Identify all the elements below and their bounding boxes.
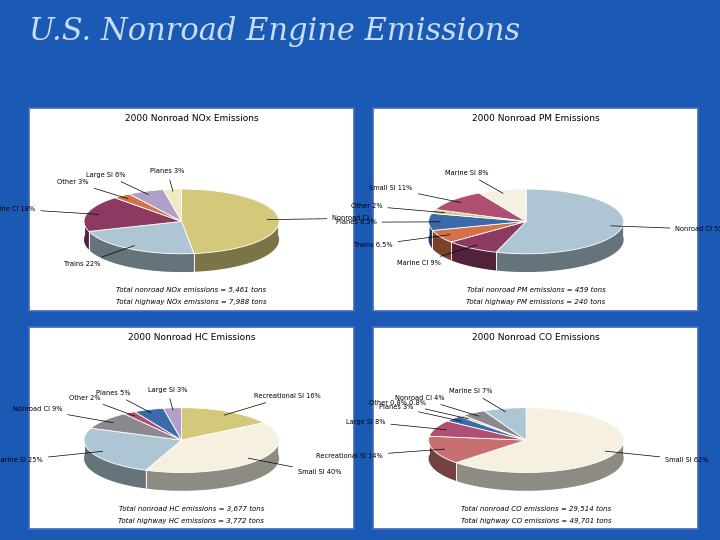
Polygon shape	[464, 411, 526, 440]
Text: Marine CI 18%: Marine CI 18%	[0, 206, 99, 214]
Text: 2000 Nonroad HC Emissions: 2000 Nonroad HC Emissions	[127, 333, 255, 342]
Polygon shape	[451, 221, 526, 252]
Polygon shape	[84, 436, 145, 489]
Text: Large SI 8%: Large SI 8%	[346, 418, 446, 430]
Text: Small SI 40%: Small SI 40%	[248, 458, 341, 475]
Text: 2000 Nonroad CO Emissions: 2000 Nonroad CO Emissions	[472, 333, 600, 342]
Text: Planes 3%: Planes 3%	[379, 404, 462, 421]
Text: Nonroad CI 48%: Nonroad CI 48%	[267, 215, 387, 221]
Text: Total nonroad HC emissions = 3,677 tons: Total nonroad HC emissions = 3,677 tons	[119, 506, 264, 512]
Text: Recreational SI 16%: Recreational SI 16%	[224, 393, 321, 415]
Polygon shape	[181, 189, 279, 254]
Polygon shape	[194, 217, 279, 272]
Polygon shape	[496, 189, 624, 254]
Text: Large SI 6%: Large SI 6%	[86, 172, 148, 194]
Polygon shape	[479, 189, 526, 221]
Polygon shape	[428, 436, 526, 463]
Ellipse shape	[84, 426, 279, 491]
Polygon shape	[130, 190, 181, 221]
Text: Large SI 3%: Large SI 3%	[148, 387, 187, 410]
Text: Planes 5%: Planes 5%	[96, 390, 151, 413]
Text: Planes 3%: Planes 3%	[150, 168, 184, 191]
Text: Total highway PM emissions = 240 tons: Total highway PM emissions = 240 tons	[467, 299, 606, 306]
Text: Total nonroad CO emissions = 29,514 tons: Total nonroad CO emissions = 29,514 tons	[461, 506, 611, 512]
Polygon shape	[89, 221, 194, 254]
Text: Total highway CO emissions = 49,701 tons: Total highway CO emissions = 49,701 tons	[461, 518, 611, 524]
Text: U.S. Nonroad Engine Emissions: U.S. Nonroad Engine Emissions	[29, 16, 520, 47]
Text: Total nonroad NOx emissions = 5,461 tons: Total nonroad NOx emissions = 5,461 tons	[116, 287, 266, 293]
Text: Marine SI 25%: Marine SI 25%	[0, 451, 103, 463]
Polygon shape	[114, 194, 181, 221]
Polygon shape	[484, 408, 526, 440]
Text: Marine CI 9%: Marine CI 9%	[397, 245, 477, 266]
Text: Marine SI 7%: Marine SI 7%	[449, 388, 505, 412]
Polygon shape	[433, 221, 526, 242]
Text: Nonroad CI 55%: Nonroad CI 55%	[611, 226, 720, 232]
Polygon shape	[84, 198, 181, 232]
Text: Other 0.8% 0.8%: Other 0.8% 0.8%	[369, 400, 469, 419]
Polygon shape	[496, 218, 624, 272]
Polygon shape	[459, 415, 526, 440]
Polygon shape	[456, 408, 624, 472]
Polygon shape	[163, 189, 181, 221]
Text: Other 3%: Other 3%	[58, 179, 128, 199]
Polygon shape	[181, 408, 264, 440]
Text: Marine SI 8%: Marine SI 8%	[445, 170, 503, 193]
Ellipse shape	[428, 426, 624, 491]
Ellipse shape	[84, 207, 279, 272]
Text: Total highway HC emissions = 3,772 tons: Total highway HC emissions = 3,772 tons	[118, 518, 264, 524]
Polygon shape	[456, 437, 624, 491]
Text: Trains 6.5%: Trains 6.5%	[354, 235, 450, 248]
Polygon shape	[428, 436, 456, 481]
Text: Nonroad CI 9%: Nonroad CI 9%	[13, 406, 113, 423]
Polygon shape	[447, 416, 526, 440]
Ellipse shape	[428, 207, 624, 272]
Text: Small SI 62%: Small SI 62%	[606, 451, 708, 463]
Polygon shape	[145, 436, 279, 491]
Polygon shape	[89, 232, 194, 272]
Polygon shape	[84, 217, 89, 249]
Polygon shape	[91, 414, 181, 440]
Text: Recreational SI 14%: Recreational SI 14%	[316, 449, 445, 459]
Text: Trains 22%: Trains 22%	[64, 246, 135, 267]
Polygon shape	[428, 213, 526, 231]
Polygon shape	[432, 210, 526, 221]
Polygon shape	[135, 408, 181, 440]
Text: 2000 Nonroad PM Emissions: 2000 Nonroad PM Emissions	[472, 114, 600, 123]
Text: Small SI 11%: Small SI 11%	[369, 185, 462, 202]
Polygon shape	[433, 231, 451, 260]
Text: Total nonroad PM emissions = 459 tons: Total nonroad PM emissions = 459 tons	[467, 287, 606, 293]
Polygon shape	[163, 408, 181, 440]
Text: Planes 8.5%: Planes 8.5%	[336, 219, 441, 225]
Polygon shape	[125, 411, 181, 440]
Text: Other 2%: Other 2%	[69, 395, 135, 416]
Text: 2000 Nonroad NOx Emissions: 2000 Nonroad NOx Emissions	[125, 114, 258, 123]
Polygon shape	[145, 423, 279, 472]
Polygon shape	[428, 217, 433, 248]
Polygon shape	[84, 428, 181, 470]
Polygon shape	[429, 421, 526, 440]
Text: Other 2%: Other 2%	[351, 203, 444, 213]
Text: Total highway NOx emissions = 7,988 tons: Total highway NOx emissions = 7,988 tons	[116, 299, 266, 306]
Polygon shape	[451, 242, 496, 271]
Text: Nonroad CI 4%: Nonroad CI 4%	[395, 395, 479, 416]
Polygon shape	[436, 193, 526, 221]
